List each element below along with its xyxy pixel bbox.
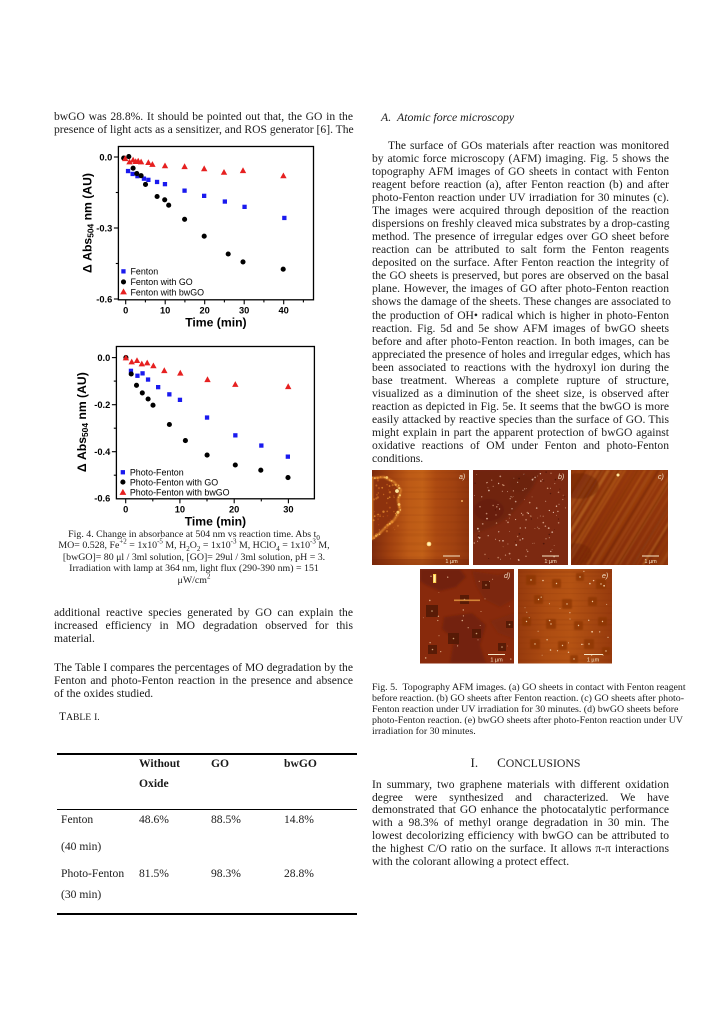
- svg-text:0.0: 0.0: [99, 152, 112, 162]
- svg-text:20: 20: [229, 505, 239, 515]
- svg-text:-0.4: -0.4: [94, 447, 111, 457]
- svg-text:1 µm: 1 µm: [644, 559, 657, 565]
- svg-text:d): d): [504, 573, 510, 580]
- svg-text:-0.6: -0.6: [94, 494, 110, 504]
- svg-text:-0.2: -0.2: [94, 400, 110, 410]
- svg-text:1 µm: 1 µm: [544, 559, 557, 565]
- svg-text:Photo-Fenton with bwGO: Photo-Fenton with bwGO: [130, 488, 230, 498]
- svg-text:Fenton: Fenton: [131, 267, 159, 277]
- svg-text:40: 40: [279, 305, 289, 315]
- svg-text:Photo-Fenton with GO: Photo-Fenton with GO: [130, 477, 218, 487]
- svg-text:Photo-Fenton: Photo-Fenton: [130, 468, 184, 478]
- svg-text:30: 30: [239, 305, 249, 315]
- svg-text:Time (min): Time (min): [185, 515, 246, 529]
- svg-text:20: 20: [200, 305, 210, 315]
- svg-text:0: 0: [123, 505, 128, 515]
- svg-text:b): b): [558, 474, 564, 481]
- svg-text:Δ Abs504 nm (AU): Δ Abs504 nm (AU): [81, 173, 96, 273]
- svg-text:1 µm: 1 µm: [587, 658, 600, 664]
- svg-text:0: 0: [123, 305, 128, 315]
- svg-text:1 µm: 1 µm: [490, 658, 503, 664]
- svg-text:e): e): [602, 573, 608, 580]
- svg-text:c): c): [658, 474, 664, 481]
- svg-text:Fenton with bwGO: Fenton with bwGO: [131, 287, 205, 297]
- svg-text:-0.6: -0.6: [96, 294, 112, 304]
- svg-text:10: 10: [160, 305, 170, 315]
- svg-text:30: 30: [283, 505, 293, 515]
- svg-text:Fenton with GO: Fenton with GO: [131, 277, 193, 287]
- svg-text:0.0: 0.0: [97, 353, 110, 363]
- svg-text:10: 10: [175, 505, 185, 515]
- svg-text:1 µm: 1 µm: [445, 559, 458, 565]
- svg-text:-0.3: -0.3: [96, 223, 112, 233]
- svg-text:Δ Abs504 nm (AU): Δ Abs504 nm (AU): [75, 372, 90, 472]
- svg-text:Time (min): Time (min): [185, 316, 246, 330]
- svg-text:a): a): [459, 474, 465, 481]
